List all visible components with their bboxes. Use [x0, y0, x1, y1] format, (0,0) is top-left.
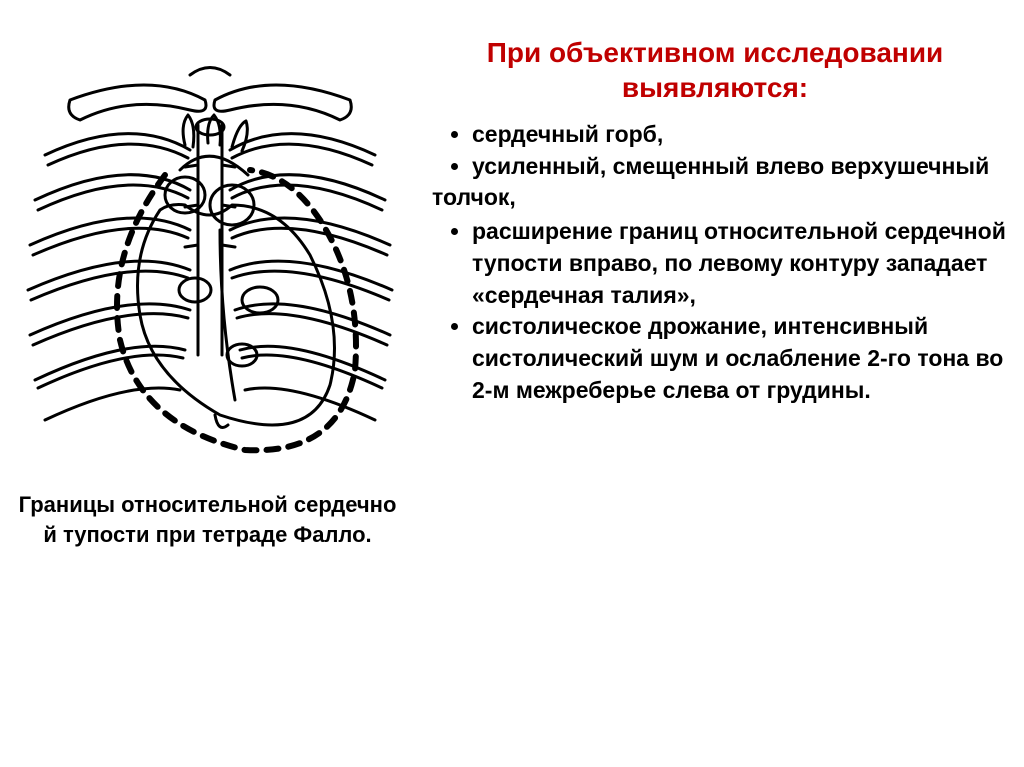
findings-block: При объективном исследовании выявляются:…	[420, 35, 1010, 407]
findings-list-2: расширение границ относительной сердечно…	[420, 216, 1010, 406]
finding-item: усиленный, смещенный влево верхушечный	[472, 151, 1010, 183]
finding-text: расширение границ относительной сердечно…	[472, 218, 1006, 307]
finding-item: расширение границ относительной сердечно…	[472, 216, 1010, 311]
figure-caption-line1: Границы относительной сердечно	[19, 492, 397, 517]
finding-item: сердечный горб,	[472, 119, 1010, 151]
section-title: При объективном исследовании выявляются:	[420, 35, 1010, 105]
finding-text: усиленный, смещенный влево верхушечный	[472, 153, 989, 179]
finding-continuation: толчок,	[432, 182, 1010, 214]
finding-text: сердечный горб,	[472, 121, 663, 147]
thorax-heart-svg	[10, 55, 410, 475]
finding-text: систолическое дрожание, интенсивный сист…	[472, 313, 1003, 402]
figure-caption: Границы относительной сердечно й тупости…	[0, 490, 415, 549]
finding-item: систолическое дрожание, интенсивный сист…	[472, 311, 1010, 406]
slide-page: Границы относительной сердечно й тупости…	[0, 0, 1024, 767]
figure-caption-line2: й тупости при тетраде Фалло.	[43, 522, 371, 547]
findings-list-1: сердечный горб, усиленный, смещенный вле…	[420, 119, 1010, 182]
thorax-heart-figure	[10, 55, 410, 475]
